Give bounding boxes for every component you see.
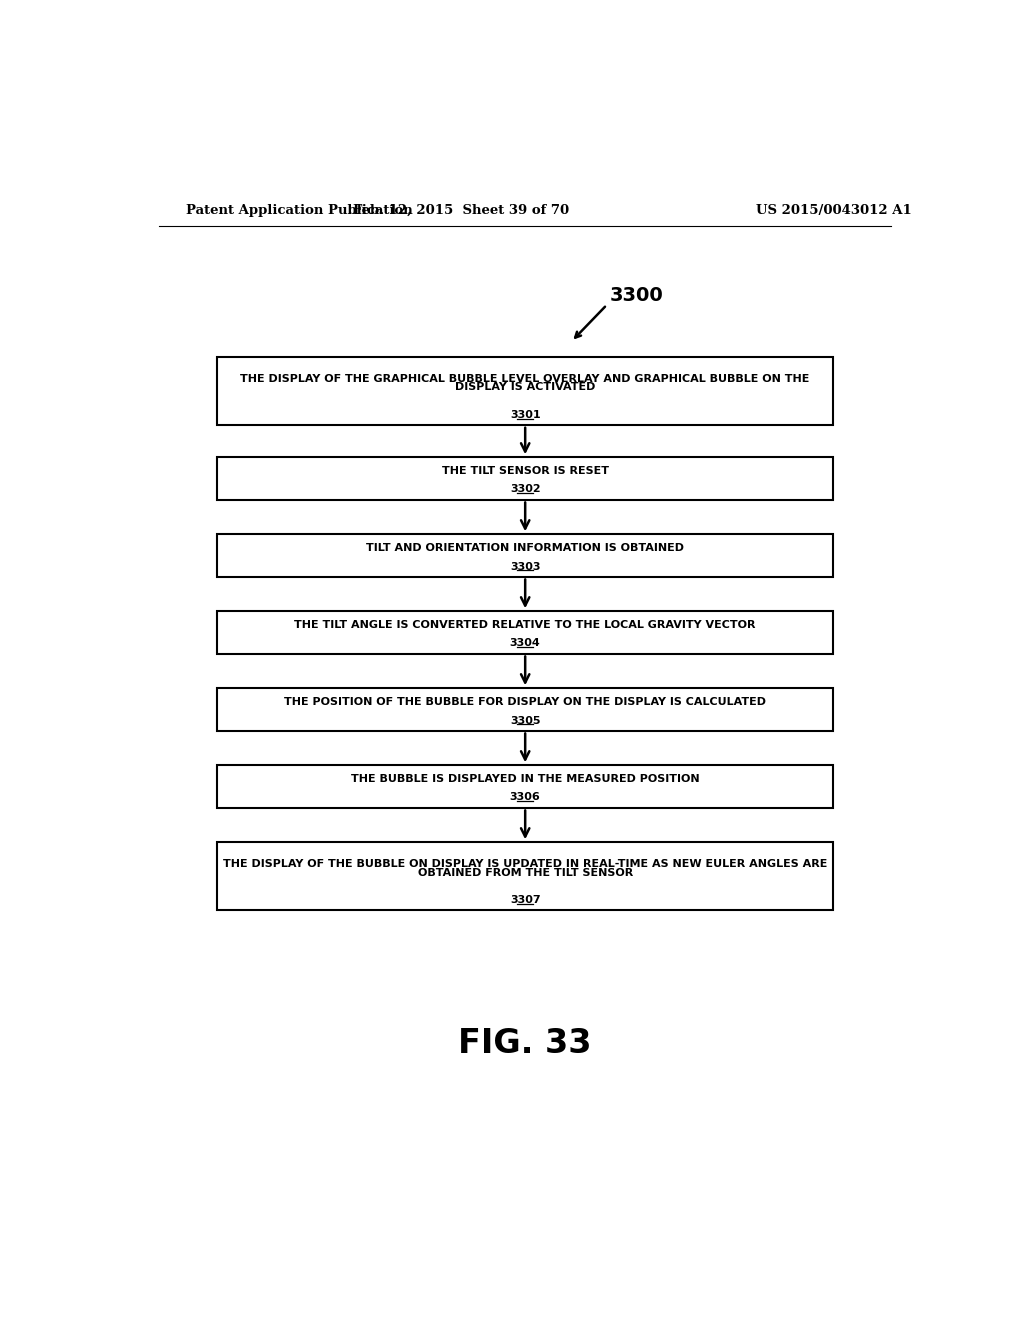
Bar bbox=[217, 611, 834, 653]
Text: THE POSITION OF THE BUBBLE FOR DISPLAY ON THE DISPLAY IS CALCULATED: THE POSITION OF THE BUBBLE FOR DISPLAY O… bbox=[285, 697, 766, 706]
Bar bbox=[217, 842, 834, 909]
Text: THE DISPLAY OF THE GRAPHICAL BUBBLE LEVEL OVERLAY AND GRAPHICAL BUBBLE ON THE: THE DISPLAY OF THE GRAPHICAL BUBBLE LEVE… bbox=[241, 374, 810, 384]
Text: Feb. 12, 2015  Sheet 39 of 70: Feb. 12, 2015 Sheet 39 of 70 bbox=[353, 205, 569, 218]
Bar bbox=[217, 766, 834, 808]
Text: Patent Application Publication: Patent Application Publication bbox=[186, 205, 413, 218]
Text: 3300: 3300 bbox=[610, 286, 664, 305]
Bar bbox=[217, 688, 834, 730]
Text: 3302: 3302 bbox=[510, 484, 541, 495]
Bar bbox=[217, 358, 834, 425]
Text: 3306: 3306 bbox=[510, 792, 541, 803]
Text: 3305: 3305 bbox=[510, 715, 541, 726]
Text: THE DISPLAY OF THE BUBBLE ON DISPLAY IS UPDATED IN REAL-TIME AS NEW EULER ANGLES: THE DISPLAY OF THE BUBBLE ON DISPLAY IS … bbox=[223, 859, 827, 869]
Bar bbox=[217, 457, 834, 499]
Text: 3301: 3301 bbox=[510, 409, 541, 420]
Text: DISPLAY IS ACTIVATED: DISPLAY IS ACTIVATED bbox=[455, 383, 595, 392]
Text: US 2015/0043012 A1: US 2015/0043012 A1 bbox=[756, 205, 911, 218]
Text: THE BUBBLE IS DISPLAYED IN THE MEASURED POSITION: THE BUBBLE IS DISPLAYED IN THE MEASURED … bbox=[351, 774, 699, 784]
Text: 3307: 3307 bbox=[510, 895, 541, 906]
Bar bbox=[217, 535, 834, 577]
Text: THE TILT ANGLE IS CONVERTED RELATIVE TO THE LOCAL GRAVITY VECTOR: THE TILT ANGLE IS CONVERTED RELATIVE TO … bbox=[295, 619, 756, 630]
Text: 3303: 3303 bbox=[510, 561, 541, 572]
Text: THE TILT SENSOR IS RESET: THE TILT SENSOR IS RESET bbox=[441, 466, 608, 475]
Text: OBTAINED FROM THE TILT SENSOR: OBTAINED FROM THE TILT SENSOR bbox=[418, 867, 633, 878]
Text: TILT AND ORIENTATION INFORMATION IS OBTAINED: TILT AND ORIENTATION INFORMATION IS OBTA… bbox=[367, 543, 684, 553]
Text: FIG. 33: FIG. 33 bbox=[458, 1027, 592, 1060]
Text: 3304: 3304 bbox=[510, 639, 541, 648]
